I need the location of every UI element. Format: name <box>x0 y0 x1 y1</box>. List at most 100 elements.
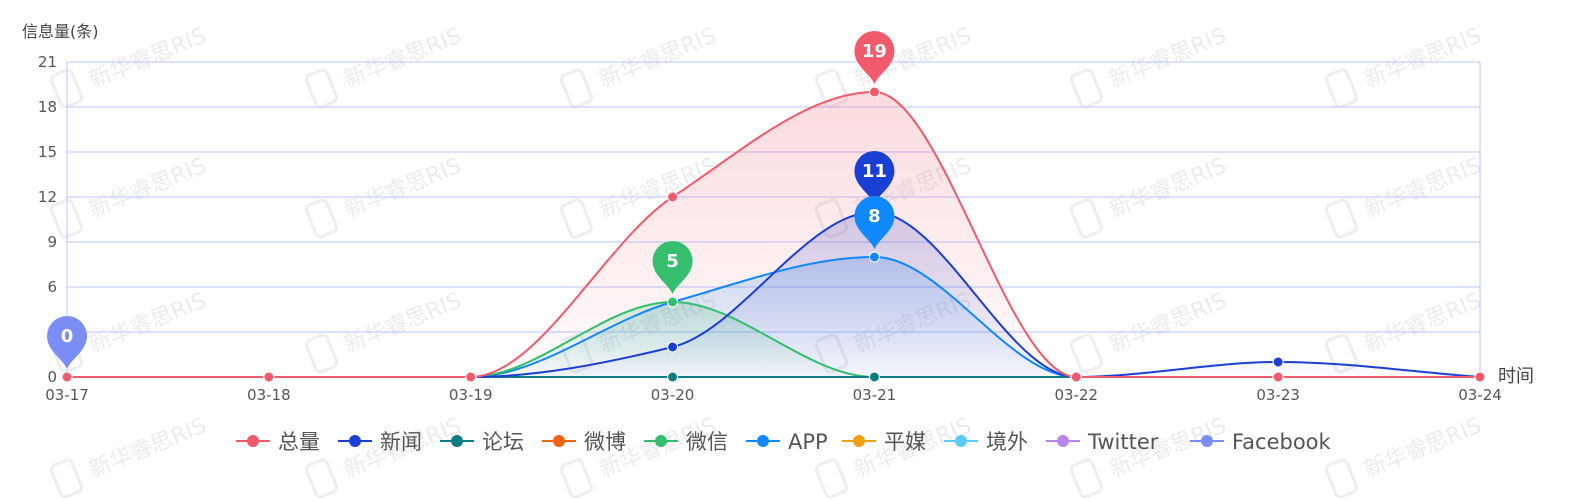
point-论坛-03-20[interactable] <box>667 371 679 383</box>
marker-pin-label-APP: 8 <box>868 206 881 227</box>
legend-label-Facebook: Facebook <box>1232 430 1332 454</box>
marker-pin-label-微信: 5 <box>666 251 679 272</box>
legend-marker-微博 <box>553 435 565 447</box>
x-tick-label-03-22: 03-22 <box>1054 386 1098 404</box>
svg-text:新华睿思RIS: 新华睿思RIS <box>341 153 465 223</box>
watermark-2: 新华睿思RIS <box>559 23 720 109</box>
point-总量-03-21[interactable] <box>868 86 880 98</box>
legend-marker-微信 <box>655 435 667 447</box>
marker-pin-总量: 19 <box>854 31 895 84</box>
legend-label-境外: 境外 <box>986 430 1028 454</box>
point-微信-03-20[interactable] <box>667 296 679 308</box>
watermark-11: 新华睿思RIS <box>1324 153 1485 239</box>
point-总量-03-24[interactable] <box>1474 371 1486 383</box>
legend-item-新闻[interactable]: 新闻 <box>338 430 422 454</box>
legend-label-总量: 总量 <box>278 430 320 454</box>
area-总量 <box>67 92 1480 377</box>
point-新闻-03-20[interactable] <box>667 341 679 353</box>
watermark-23: 新华睿思RIS <box>1324 413 1485 499</box>
point-总量-03-19[interactable] <box>465 371 477 383</box>
legend-marker-总量 <box>247 435 259 447</box>
legend-label-微信: 微信 <box>686 430 728 454</box>
legend-item-境外[interactable]: 境外 <box>944 430 1028 454</box>
svg-text:新华睿思RIS: 新华睿思RIS <box>86 23 210 93</box>
point-layer <box>61 86 1486 383</box>
legend-label-Twitter: Twitter <box>1087 430 1159 454</box>
x-tick-label-03-18: 03-18 <box>247 386 291 404</box>
y-tick-label-15: 15 <box>38 143 57 161</box>
svg-text:新华睿思RIS: 新华睿思RIS <box>1106 23 1230 93</box>
legend-label-APP: APP <box>788 430 828 454</box>
legend-item-论坛[interactable]: 论坛 <box>440 430 524 454</box>
svg-text:新华睿思RIS: 新华睿思RIS <box>86 413 210 483</box>
legend-label-论坛: 论坛 <box>482 430 524 454</box>
legend-item-总量[interactable]: 总量 <box>236 430 320 454</box>
point-总量-03-20[interactable] <box>667 191 679 203</box>
point-总量-03-22[interactable] <box>1070 371 1082 383</box>
x-tick-label-03-21: 03-21 <box>853 386 897 404</box>
svg-text:新华睿思RIS: 新华睿思RIS <box>1361 288 1485 358</box>
legend-item-微信[interactable]: 微信 <box>644 430 728 454</box>
svg-text:新华睿思RIS: 新华睿思RIS <box>86 288 210 358</box>
point-APP-03-21[interactable] <box>868 251 880 263</box>
point-总量-03-18[interactable] <box>263 371 275 383</box>
watermark-7: 新华睿思RIS <box>304 153 465 239</box>
x-tick-label-03-17: 03-17 <box>45 386 89 404</box>
point-总量-03-23[interactable] <box>1272 371 1284 383</box>
x-tick-label-03-24: 03-24 <box>1458 386 1502 404</box>
marker-pin-label-总量: 19 <box>862 41 887 62</box>
watermark-5: 新华睿思RIS <box>1324 23 1485 109</box>
legend-marker-Twitter <box>1057 435 1069 447</box>
svg-text:新华睿思RIS: 新华睿思RIS <box>341 288 465 358</box>
x-axis-title: 时间 <box>1498 366 1534 387</box>
legend-item-平媒[interactable]: 平媒 <box>842 430 926 454</box>
x-tick-label-03-19: 03-19 <box>449 386 493 404</box>
legend-item-APP[interactable]: APP <box>746 430 828 454</box>
legend-marker-境外 <box>955 435 967 447</box>
svg-text:新华睿思RIS: 新华睿思RIS <box>1106 288 1230 358</box>
y-tick-label-6: 6 <box>47 278 57 296</box>
svg-text:新华睿思RIS: 新华睿思RIS <box>1361 153 1485 223</box>
legend-marker-论坛 <box>451 435 463 447</box>
y-tick-label-9: 9 <box>47 233 57 251</box>
legend: 总量 新闻 论坛 微博 微信 APP 平媒 境外 Twitter Facebook <box>236 430 1332 454</box>
legend-item-Twitter[interactable]: Twitter <box>1046 430 1159 454</box>
svg-text:新华睿思RIS: 新华睿思RIS <box>1106 153 1230 223</box>
marker-pin-微信: 5 <box>652 241 693 294</box>
watermark-16: 新华睿思RIS <box>1069 288 1230 374</box>
line-layer <box>67 90 1481 379</box>
point-论坛-03-21[interactable] <box>868 371 880 383</box>
legend-marker-Facebook <box>1201 435 1213 447</box>
legend-marker-平媒 <box>853 435 865 447</box>
marker-pin-Facebook: 0 <box>47 316 87 369</box>
area-layer <box>67 92 1480 377</box>
marker-pin-APP: 8 <box>854 196 895 249</box>
svg-text:新华睿思RIS: 新华睿思RIS <box>596 23 720 93</box>
legend-label-微博: 微博 <box>584 430 626 454</box>
x-tick-label-03-20: 03-20 <box>651 386 695 404</box>
legend-item-Facebook[interactable]: Facebook <box>1190 430 1332 454</box>
point-新闻-03-23[interactable] <box>1272 356 1284 368</box>
watermark-4: 新华睿思RIS <box>1069 23 1230 109</box>
watermark-13: 新华睿思RIS <box>304 288 465 374</box>
svg-text:新华睿思RIS: 新华睿思RIS <box>1361 413 1485 483</box>
watermark-6: 新华睿思RIS <box>49 153 210 239</box>
legend-marker-APP <box>757 435 769 447</box>
watermark-3: 新华睿思RIS <box>814 23 975 109</box>
pin-layer: 19 11 5 8 0 <box>47 31 895 369</box>
y-axis-title: 信息量(条) <box>22 22 99 41</box>
y-tick-label-12: 12 <box>38 188 57 206</box>
y-tick-label-0: 0 <box>47 368 57 386</box>
axes-layer: 信息量(条) 时间 0 6 9 12 15 18 21 03-17 03-18 03-19 03-2… <box>22 22 1534 404</box>
watermark-17: 新华睿思RIS <box>1324 288 1485 374</box>
watermark-1: 新华睿思RIS <box>304 23 465 109</box>
point-总量-03-17[interactable] <box>61 371 73 383</box>
svg-text:新华睿思RIS: 新华睿思RIS <box>1361 23 1485 93</box>
marker-pin-新闻: 11 <box>854 151 895 204</box>
svg-text:新华睿思RIS: 新华睿思RIS <box>341 23 465 93</box>
series-line-总量 <box>67 90 1480 379</box>
legend-item-微博[interactable]: 微博 <box>542 430 626 454</box>
svg-text:新华睿思RIS: 新华睿思RIS <box>86 153 210 223</box>
